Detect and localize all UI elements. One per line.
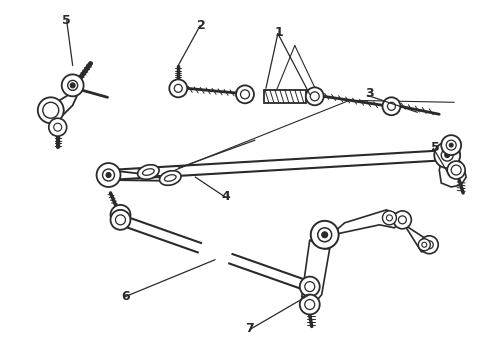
Circle shape	[445, 153, 450, 158]
Circle shape	[305, 300, 315, 310]
Circle shape	[174, 84, 182, 92]
Polygon shape	[404, 225, 437, 252]
Circle shape	[425, 241, 433, 249]
Circle shape	[70, 83, 75, 88]
Text: 6: 6	[121, 290, 130, 303]
Circle shape	[420, 236, 438, 254]
Circle shape	[434, 142, 460, 168]
Circle shape	[388, 102, 395, 110]
Circle shape	[441, 149, 453, 161]
Circle shape	[447, 161, 465, 179]
Ellipse shape	[138, 165, 159, 179]
Text: 5: 5	[62, 14, 71, 27]
Circle shape	[300, 294, 319, 315]
Circle shape	[43, 102, 59, 118]
Polygon shape	[198, 241, 232, 266]
Circle shape	[305, 282, 315, 292]
Circle shape	[422, 242, 427, 247]
Circle shape	[311, 221, 339, 249]
Text: 4: 4	[221, 190, 230, 203]
Polygon shape	[333, 210, 402, 235]
Circle shape	[383, 97, 400, 115]
Circle shape	[236, 85, 254, 103]
Circle shape	[68, 80, 77, 90]
Circle shape	[116, 215, 125, 225]
Ellipse shape	[143, 169, 154, 175]
Circle shape	[393, 211, 412, 229]
Circle shape	[318, 228, 332, 242]
Ellipse shape	[165, 175, 176, 181]
Circle shape	[310, 92, 319, 101]
Circle shape	[116, 210, 125, 220]
Circle shape	[446, 140, 456, 150]
Circle shape	[111, 210, 130, 230]
Circle shape	[102, 169, 115, 181]
Text: 1: 1	[275, 27, 284, 40]
Circle shape	[111, 205, 130, 225]
Circle shape	[306, 87, 324, 105]
Text: 7: 7	[245, 322, 254, 335]
Polygon shape	[302, 240, 330, 302]
Circle shape	[418, 239, 430, 251]
Polygon shape	[45, 84, 83, 117]
Circle shape	[398, 216, 406, 224]
Circle shape	[38, 97, 64, 123]
Circle shape	[169, 80, 187, 97]
Circle shape	[451, 165, 461, 175]
Circle shape	[449, 143, 453, 147]
Ellipse shape	[160, 171, 181, 185]
Circle shape	[241, 90, 249, 99]
Circle shape	[54, 123, 62, 131]
Circle shape	[441, 135, 461, 155]
Circle shape	[322, 232, 328, 238]
Circle shape	[62, 75, 84, 96]
Text: 5: 5	[431, 141, 440, 154]
Circle shape	[300, 276, 319, 297]
Circle shape	[49, 118, 67, 136]
Text: 3: 3	[365, 87, 374, 100]
Circle shape	[387, 215, 392, 221]
Circle shape	[106, 172, 111, 177]
Polygon shape	[439, 153, 466, 187]
Circle shape	[383, 211, 396, 225]
Text: 2: 2	[196, 19, 205, 32]
Circle shape	[97, 163, 121, 187]
Circle shape	[119, 213, 122, 217]
Polygon shape	[264, 90, 306, 103]
